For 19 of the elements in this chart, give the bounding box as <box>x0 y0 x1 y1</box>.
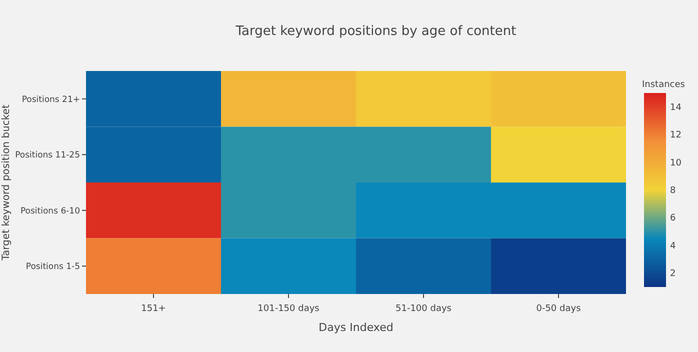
color-bar-label: 14 <box>670 102 682 113</box>
x-tick-label: 51-100 days <box>396 304 452 314</box>
x-axis-title: Days Indexed <box>318 321 394 334</box>
x-tick-label: 0-50 days <box>536 304 582 314</box>
x-tick-label: 151+ <box>141 304 166 314</box>
y-tick-label: Positions 1-5 <box>26 262 80 272</box>
color-bar-label: 10 <box>670 158 682 168</box>
y-axis-title: Target keyword position bucket <box>1 104 12 262</box>
color-bar-label: 8 <box>670 186 676 196</box>
y-tick-label: Positions 21+ <box>22 94 80 105</box>
y-tick-label: Positions 11-25 <box>15 150 80 161</box>
color-bar-label: 4 <box>670 241 676 252</box>
color-bar-title: Instances <box>642 80 686 90</box>
color-bar-label: 6 <box>670 214 676 224</box>
x-tick-label: 101-150 days <box>258 304 320 314</box>
color-bar-label: 12 <box>670 130 682 141</box>
color-bar-label: 2 <box>670 269 676 280</box>
y-tick-label: Positions 6-10 <box>20 206 80 216</box>
chart-title: Target keyword positions by age of content <box>234 24 516 39</box>
